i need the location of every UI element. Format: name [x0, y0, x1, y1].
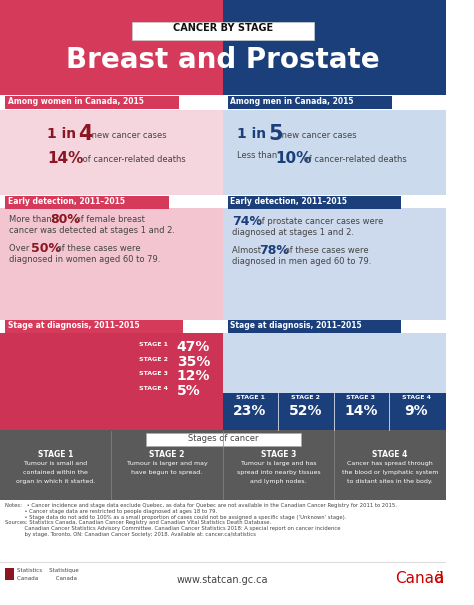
Text: the blood or lymphatic system: the blood or lymphatic system [342, 470, 438, 475]
Text: STAGE 3: STAGE 3 [139, 371, 168, 376]
Bar [0, 110, 223, 195]
Text: spread into nearby tissues: spread into nearby tissues [237, 470, 320, 475]
Bar [5, 96, 179, 109]
Text: ä: ä [434, 571, 444, 586]
Text: Early detection, 2011–2015: Early detection, 2011–2015 [8, 197, 125, 206]
Text: and lymph nodes.: and lymph nodes. [250, 479, 307, 484]
Bar [223, 333, 446, 393]
Bar [5, 568, 14, 580]
Bar [146, 433, 301, 446]
Text: diagnosed in women aged 60 to 79.: diagnosed in women aged 60 to 79. [9, 255, 161, 264]
Text: to distant sites in the body.: to distant sites in the body. [347, 479, 433, 484]
Text: of prostate cancer cases were: of prostate cancer cases were [254, 217, 383, 226]
Text: Stages of cancer: Stages of cancer [188, 434, 258, 443]
Text: Canada          Canada: Canada Canada [17, 576, 77, 581]
Text: Less than: Less than [237, 151, 280, 160]
Text: Among women in Canada, 2015: Among women in Canada, 2015 [8, 97, 144, 106]
Text: of these cases were: of these cases were [282, 246, 369, 255]
Text: of cancer-related deaths: of cancer-related deaths [301, 155, 407, 164]
Bar [5, 196, 169, 209]
Bar [5, 320, 183, 333]
Text: cancer was detected at stages 1 and 2.: cancer was detected at stages 1 and 2. [9, 226, 175, 235]
Text: diagnosed in men aged 60 to 79.: diagnosed in men aged 60 to 79. [232, 257, 372, 266]
Text: STAGE 4: STAGE 4 [139, 386, 168, 391]
Text: Tumour is small and: Tumour is small and [24, 461, 87, 466]
Text: CANCER BY STAGE: CANCER BY STAGE [173, 23, 273, 33]
Text: 80%: 80% [50, 213, 80, 226]
Text: 1 in: 1 in [237, 127, 271, 141]
Text: 12%: 12% [177, 369, 210, 383]
Text: STAGE 1: STAGE 1 [38, 450, 73, 459]
Text: STAGE 2: STAGE 2 [149, 450, 185, 459]
Bar [223, 393, 446, 430]
Bar [228, 196, 401, 209]
Text: Among men in Canada, 2015: Among men in Canada, 2015 [230, 97, 354, 106]
Text: 23%: 23% [233, 404, 267, 418]
Text: 74%: 74% [232, 215, 262, 228]
Text: of cancer-related deaths: of cancer-related deaths [80, 155, 186, 164]
Text: Statistics    Statistique: Statistics Statistique [17, 568, 79, 573]
Text: 5%: 5% [177, 384, 201, 398]
Text: Almost: Almost [232, 246, 264, 255]
Text: Canad: Canad [395, 571, 444, 586]
Bar [0, 500, 446, 560]
Bar [0, 430, 446, 500]
Text: 47%: 47% [177, 340, 210, 354]
Text: 52%: 52% [289, 404, 322, 418]
Text: Tumour is large and has: Tumour is large and has [241, 461, 316, 466]
Bar [223, 208, 446, 320]
Text: STAGE 2: STAGE 2 [291, 395, 320, 400]
Text: Notes:   • Cancer incidence and stage data exclude Quebec, as data for Quebec ar: Notes: • Cancer incidence and stage data… [5, 503, 397, 537]
Text: STAGE 3: STAGE 3 [261, 450, 296, 459]
Bar [223, 110, 446, 195]
Text: 1 in: 1 in [47, 127, 81, 141]
Text: Early detection, 2011–2015: Early detection, 2011–2015 [230, 197, 347, 206]
Text: Over: Over [9, 244, 32, 253]
Text: new cancer cases: new cancer cases [279, 131, 357, 140]
Text: 4: 4 [78, 124, 92, 144]
Text: diagnosed at stages 1 and 2.: diagnosed at stages 1 and 2. [232, 228, 354, 237]
Bar [0, 560, 446, 605]
Bar [0, 208, 223, 320]
Text: Breast and Prostate: Breast and Prostate [66, 46, 380, 74]
Text: new cancer cases: new cancer cases [89, 131, 167, 140]
Text: 14%: 14% [47, 151, 83, 166]
Bar [228, 96, 392, 109]
Bar [0, 0, 223, 95]
Bar [132, 22, 314, 40]
Text: 10%: 10% [275, 151, 312, 166]
Text: STAGE 1: STAGE 1 [139, 342, 168, 347]
Text: www.statcan.gc.ca: www.statcan.gc.ca [177, 575, 269, 585]
Text: STAGE 4: STAGE 4 [402, 395, 431, 400]
Text: STAGE 3: STAGE 3 [346, 395, 375, 400]
Text: 14%: 14% [344, 404, 378, 418]
Text: contained within the: contained within the [23, 470, 88, 475]
Text: Stage at diagnosis, 2011–2015: Stage at diagnosis, 2011–2015 [230, 321, 362, 330]
Text: of female breast: of female breast [73, 215, 145, 224]
Bar [223, 0, 446, 95]
Text: More than: More than [9, 215, 55, 224]
Text: Tumour is larger and may: Tumour is larger and may [127, 461, 208, 466]
Text: STAGE 1: STAGE 1 [236, 395, 264, 400]
Text: have begun to spread.: have begun to spread. [131, 470, 203, 475]
Text: 5: 5 [268, 124, 283, 144]
Text: Stage at diagnosis, 2011–2015: Stage at diagnosis, 2011–2015 [8, 321, 139, 330]
Text: Cancer has spread through: Cancer has spread through [347, 461, 433, 466]
Text: organ in which it started.: organ in which it started. [16, 479, 95, 484]
Text: of these cases were: of these cases were [54, 244, 140, 253]
Text: 35%: 35% [177, 355, 210, 369]
Text: STAGE 2: STAGE 2 [139, 357, 168, 362]
Bar [228, 320, 401, 333]
Text: 78%: 78% [259, 244, 289, 257]
Text: 9%: 9% [405, 404, 428, 418]
Bar [0, 333, 223, 430]
Text: STAGE 4: STAGE 4 [372, 450, 408, 459]
Text: 50%: 50% [31, 242, 61, 255]
